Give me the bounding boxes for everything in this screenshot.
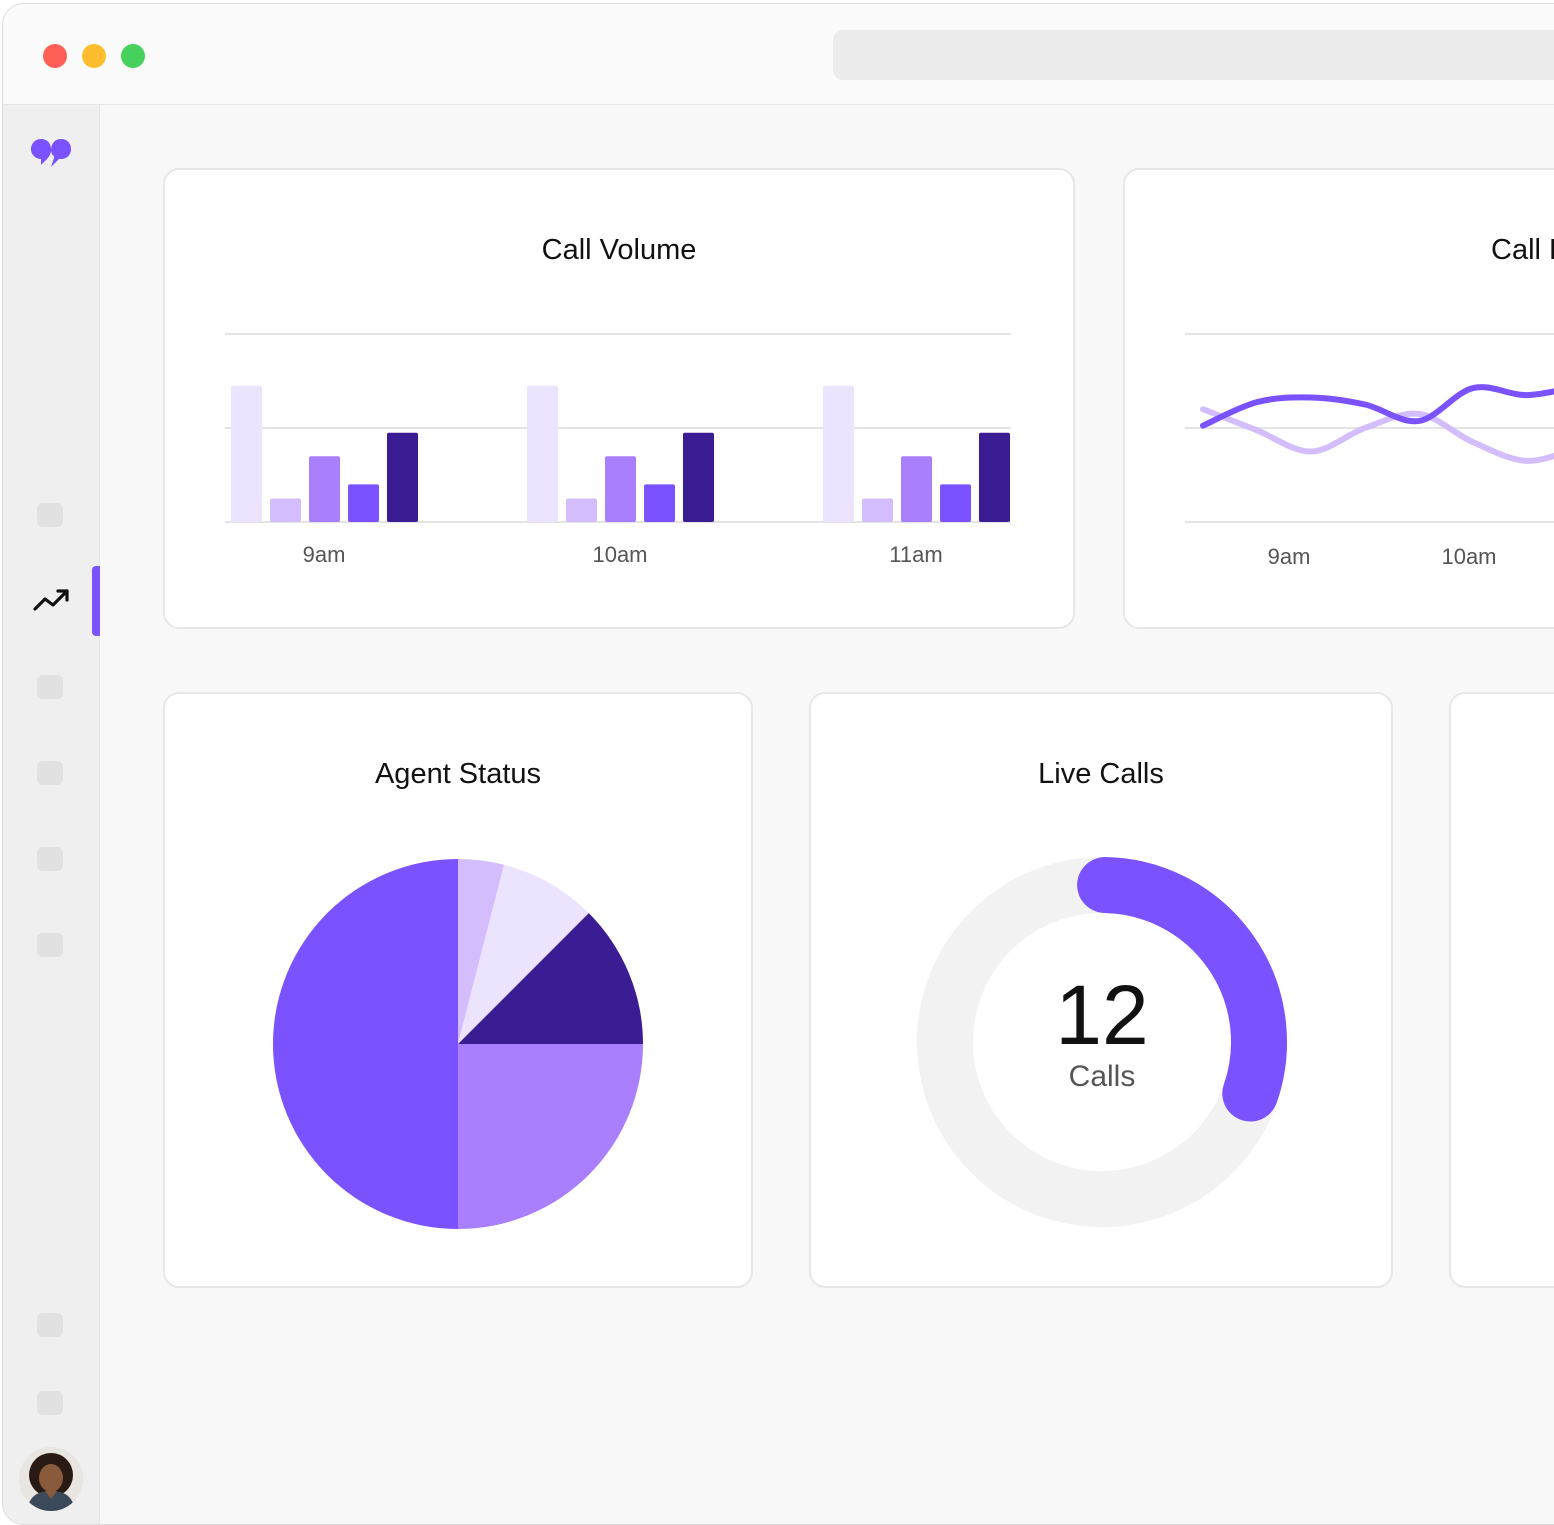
- x-tick-label: 9am: [1268, 544, 1311, 569]
- sidebar-item-help[interactable]: [37, 1391, 63, 1415]
- live-calls-unit: Calls: [1069, 1060, 1136, 1093]
- bar-10am-1[interactable]: [566, 498, 597, 523]
- sidebar-item-settings[interactable]: [37, 1313, 63, 1337]
- x-tick-label: 10am: [1441, 544, 1496, 569]
- x-tick-label: 9am: [303, 542, 346, 567]
- sidebar-item-6[interactable]: [37, 933, 63, 957]
- window-titlebar: [3, 4, 1554, 105]
- sidebar-item-5[interactable]: [37, 847, 63, 871]
- pie-slice-4[interactable]: [273, 859, 458, 1229]
- close-window-button[interactable]: [43, 44, 67, 68]
- series-line-secondary: [1200, 406, 1554, 464]
- bar-11am-2[interactable]: [901, 456, 932, 522]
- bar-10am-3[interactable]: [644, 484, 675, 522]
- bar-9am-0[interactable]: [231, 385, 262, 522]
- live-calls-gauge: 12 Calls: [917, 857, 1287, 1227]
- sidebar-item-4[interactable]: [37, 761, 63, 785]
- bar-11am-0[interactable]: [823, 385, 854, 522]
- pie-slice-0[interactable]: [458, 859, 505, 1044]
- card-title: Agent Status: [374, 758, 542, 790]
- user-avatar[interactable]: [19, 1447, 83, 1511]
- sidebar: [3, 105, 100, 1524]
- address-bar[interactable]: [833, 30, 1554, 80]
- sidebar-item-1[interactable]: [37, 503, 63, 527]
- agent-status-card: Agent Status: [163, 692, 753, 1288]
- bar-11am-4[interactable]: [979, 432, 1010, 522]
- gauge-fill: [1077, 857, 1287, 1122]
- bar-11am-3[interactable]: [940, 484, 971, 522]
- avatar-portrait-icon: [19, 1447, 83, 1511]
- sidebar-item-3[interactable]: [37, 675, 63, 699]
- pie-slice-1[interactable]: [458, 864, 589, 1044]
- bar-11am-1[interactable]: [862, 498, 893, 523]
- bar-9am-1[interactable]: [270, 498, 301, 523]
- pie-slice-3[interactable]: [458, 1044, 643, 1229]
- bar-10am-2[interactable]: [605, 456, 636, 522]
- app-window: Call Volume 9am 10am 11am Call D 9am 10a…: [2, 3, 1554, 1525]
- card-title: Call D: [1491, 234, 1554, 266]
- call-duration-card: Call D 9am 10am: [1123, 168, 1554, 629]
- live-calls-count: 12: [1055, 968, 1148, 1062]
- call-volume-bar-chart: 9am 10am 11am: [225, 333, 1011, 567]
- bar-9am-2[interactable]: [309, 456, 340, 522]
- pie-slice-2[interactable]: [458, 913, 643, 1044]
- x-tick-label: 10am: [592, 542, 647, 567]
- x-tick-label: 11am: [889, 542, 942, 567]
- bar-10am-0[interactable]: [527, 385, 558, 522]
- card-title: Live Calls: [1038, 758, 1164, 790]
- bar-9am-3[interactable]: [348, 484, 379, 522]
- series-line-primary: [1200, 384, 1554, 429]
- maximize-window-button[interactable]: [121, 44, 145, 68]
- agent-status-pie-chart: [273, 859, 643, 1229]
- live-calls-card: Live Calls 12 Calls: [809, 692, 1393, 1288]
- call-volume-card: Call Volume 9am 10am 11am: [163, 168, 1075, 629]
- analytics-trend-icon[interactable]: [31, 585, 73, 615]
- extra-card: [1449, 692, 1554, 1288]
- call-duration-line-chart: 9am 10am: [1185, 333, 1554, 569]
- bar-9am-4[interactable]: [387, 432, 418, 522]
- minimize-window-button[interactable]: [82, 44, 106, 68]
- active-nav-indicator: [92, 566, 100, 636]
- dialpad-logo-icon[interactable]: [29, 135, 75, 171]
- card-title: Call Volume: [541, 234, 697, 266]
- bar-10am-4[interactable]: [683, 432, 714, 522]
